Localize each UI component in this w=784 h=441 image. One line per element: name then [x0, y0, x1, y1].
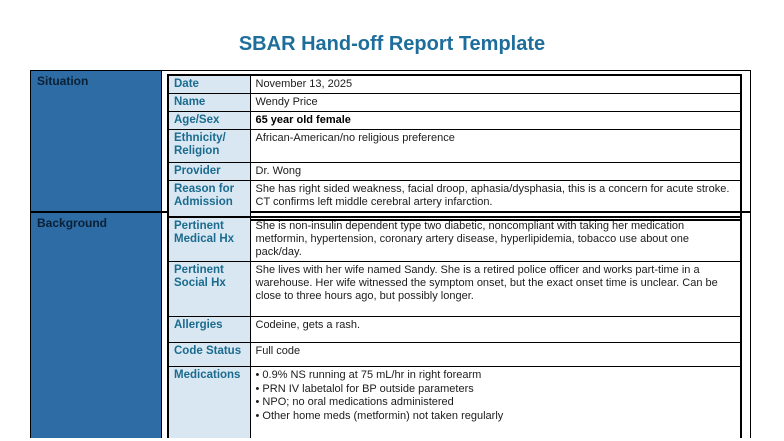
sbar-table: Situation Date November 13, 2025 Name We…	[30, 70, 751, 438]
row-label-name: Name	[167, 93, 251, 112]
section-content-background: Pertinent Medical Hx She is non-insulin …	[162, 213, 750, 438]
table-row: Age/Sex 65 year old female	[167, 111, 742, 130]
table-row: Allergies Codeine, gets a rash.	[167, 316, 742, 343]
row-label-ethnicity-religion: Ethnicity/ Religion	[167, 129, 251, 163]
row-value-code-status: Full code	[249, 342, 742, 367]
row-value-age-sex: 65 year old female	[249, 111, 742, 130]
row-value-reason-for-admission: She has right sided weakness, facial dro…	[249, 180, 742, 221]
background-table: Pertinent Medical Hx She is non-insulin …	[167, 216, 742, 438]
section-label-situation: Situation	[31, 71, 162, 211]
page: { "title": "SBAR Hand-off Report Templat…	[0, 33, 784, 441]
row-value-provider: Dr. Wong	[249, 162, 742, 181]
row-label-date: Date	[167, 74, 251, 94]
table-row: Reason for Admission She has right sided…	[167, 180, 742, 221]
row-label-code-status: Code Status	[167, 342, 251, 367]
medication-bullet: • Other home meds (metformin) not taken …	[255, 409, 504, 422]
section-background: Background Pertinent Medical Hx She is n…	[31, 213, 750, 438]
section-label-background: Background	[31, 213, 162, 438]
row-value-medications: • 0.9% NS running at 75 mL/hr in right f…	[249, 366, 742, 438]
row-value-name: Wendy Price	[249, 93, 742, 112]
row-label-pertinent-social-hx: Pertinent Social Hx	[167, 261, 251, 317]
row-value-ethnicity-religion: African-American/no religious preference	[249, 129, 742, 163]
row-label-age-sex: Age/Sex	[167, 111, 251, 130]
row-label-allergies: Allergies	[167, 316, 251, 343]
table-row: Medications • 0.9% NS running at 75 mL/h…	[167, 366, 742, 438]
document-title: SBAR Hand-off Report Template	[238, 33, 546, 55]
section-situation: Situation Date November 13, 2025 Name We…	[31, 71, 750, 221]
table-row: Name Wendy Price	[167, 93, 742, 112]
row-label-provider: Provider	[167, 162, 251, 181]
medication-bullet: • NPO; no oral medications administered	[255, 396, 454, 408]
table-row: Ethnicity/ Religion African-American/no …	[167, 129, 742, 163]
row-label-pertinent-medical-hx: Pertinent Medical Hx	[167, 216, 251, 262]
row-label-reason-for-admission: Reason for Admission	[167, 180, 251, 221]
row-label-medications: Medications	[167, 366, 251, 438]
row-value-pertinent-medical-hx: She is non-insulin dependent type two di…	[249, 216, 742, 262]
row-value-pertinent-social-hx: She lives with her wife named Sandy. She…	[249, 261, 742, 317]
section-content-situation: Date November 13, 2025 Name Wendy Price …	[162, 71, 750, 221]
table-row: Provider Dr. Wong	[167, 162, 742, 181]
table-row: Pertinent Social Hx She lives with her w…	[167, 261, 742, 317]
row-value-date: November 13, 2025	[249, 74, 742, 94]
medication-bullet: • PRN IV labetalol for BP outside parame…	[255, 382, 474, 395]
situation-table: Date November 13, 2025 Name Wendy Price …	[167, 74, 742, 221]
row-value-allergies: Codeine, gets a rash.	[249, 316, 742, 343]
table-row: Code Status Full code	[167, 342, 742, 367]
table-row: Date November 13, 2025	[167, 74, 742, 94]
table-row: Pertinent Medical Hx She is non-insulin …	[167, 216, 742, 262]
medication-bullet: • 0.9% NS running at 75 mL/hr in right f…	[255, 369, 482, 381]
